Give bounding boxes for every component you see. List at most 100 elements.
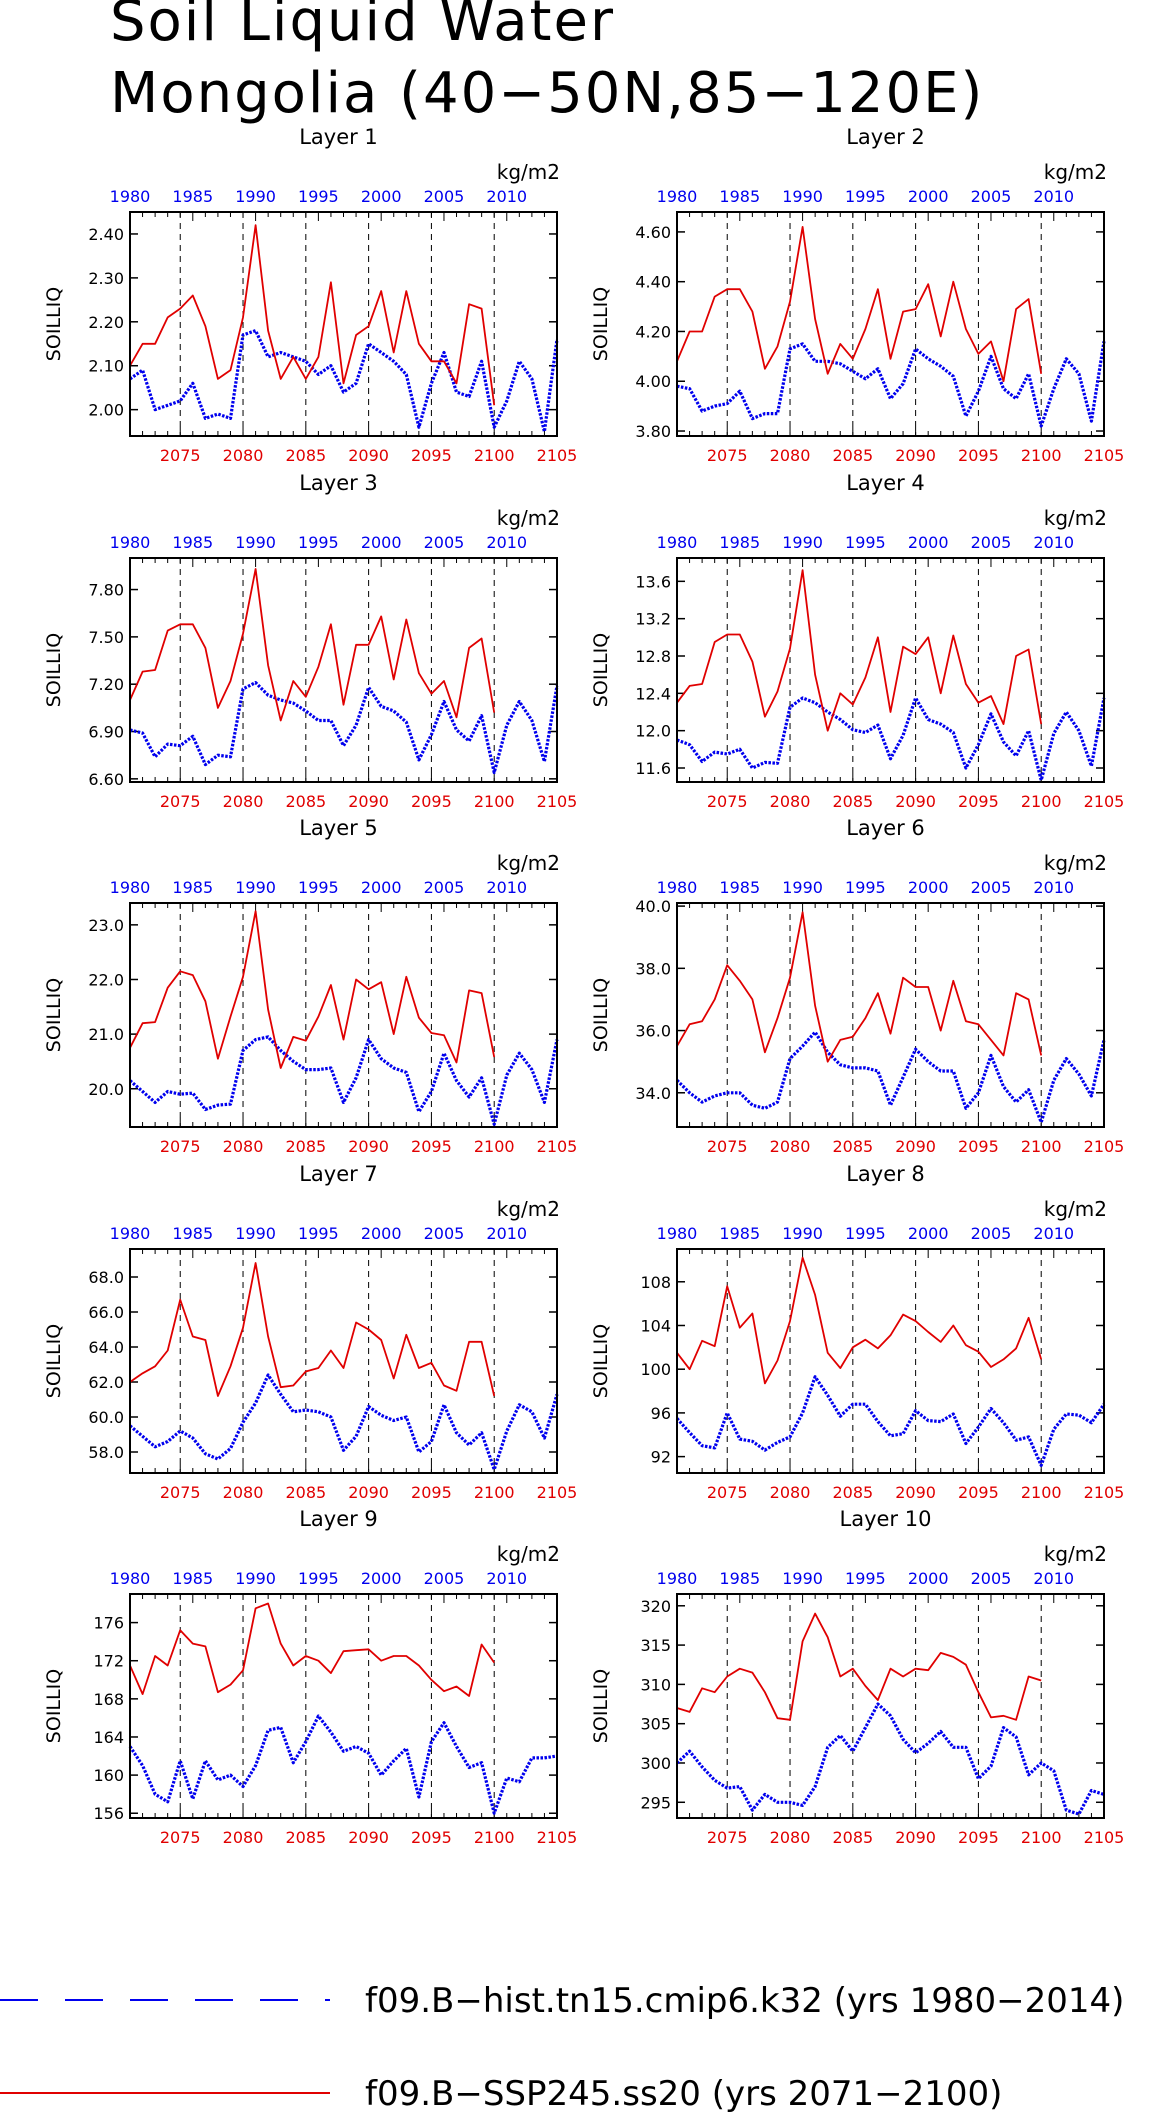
y-tick-label: 92 <box>651 1448 671 1467</box>
x-bottom-tick-label: 2085 <box>285 1483 326 1502</box>
x-top-tick-label: 1990 <box>235 187 276 206</box>
y-tick-label: 2.10 <box>88 357 124 376</box>
x-top-tick-label: 2000 <box>361 1569 402 1588</box>
chart-title-line1: Soil Liquid Water <box>110 0 615 54</box>
x-bottom-tick-label: 2085 <box>285 1828 326 1847</box>
legend-label-hist: f09.B−hist.tn15.cmip6.k32 (yrs 1980−2014… <box>365 1981 1124 2021</box>
series-line-future <box>129 1262 496 1397</box>
x-top-tick-label: 2000 <box>361 187 402 206</box>
y-axis-label: SOILLIQ <box>590 978 612 1052</box>
x-top-tick-label: 2005 <box>971 187 1012 206</box>
y-tick-label: 64.0 <box>88 1338 124 1357</box>
x-top-tick-label: 1985 <box>172 1569 213 1588</box>
x-bottom-tick-label: 2090 <box>348 1137 389 1156</box>
x-top-tick-label: 1985 <box>172 878 213 897</box>
units-label: kg/m2 <box>1044 1197 1107 1221</box>
panel-title: Layer 6 <box>846 816 925 840</box>
series-line-hist <box>675 1030 1106 1124</box>
x-top-tick-label: 2005 <box>971 1569 1012 1588</box>
plot-frame <box>676 1593 1105 1819</box>
x-top-tick-label: 1995 <box>298 533 339 552</box>
plot-frame <box>129 1593 558 1819</box>
x-top-tick-label: 2000 <box>908 1569 949 1588</box>
y-tick-label: 108 <box>640 1273 671 1292</box>
x-bottom-tick-label: 2075 <box>707 792 748 811</box>
series-line-hist <box>676 341 1106 428</box>
x-top-tick-label: 1990 <box>235 533 276 552</box>
x-top-tick-label: 1980 <box>110 1224 151 1243</box>
panel-title: Layer 3 <box>299 471 378 495</box>
x-top-tick-label: 2010 <box>486 878 527 897</box>
x-top-tick-label: 2005 <box>971 1224 1012 1243</box>
x-bottom-tick-label: 2080 <box>770 792 811 811</box>
panel-title: Layer 2 <box>846 125 925 149</box>
x-top-tick-label: 2005 <box>424 187 465 206</box>
y-tick-label: 7.50 <box>88 628 124 647</box>
x-bottom-tick-label: 2100 <box>474 1828 515 1847</box>
x-bottom-tick-label: 2100 <box>474 792 515 811</box>
panel-layer-9: Layer 9 kg/m2 SOILLIQ 156 160 164 168 172 176 207… <box>43 1507 577 1847</box>
y-tick-label: 40.0 <box>635 897 671 916</box>
x-bottom-tick-label: 2105 <box>537 1483 578 1502</box>
x-top-tick-label: 2005 <box>971 878 1012 897</box>
series-line-hist <box>676 696 1106 782</box>
x-bottom-tick-label: 2095 <box>958 1137 999 1156</box>
x-bottom-tick-label: 2095 <box>958 446 999 465</box>
x-top-tick-label: 2000 <box>908 187 949 206</box>
y-tick-label: 3.80 <box>635 422 671 441</box>
y-tick-label: 13.2 <box>635 610 671 629</box>
x-top-tick-label: 1985 <box>172 1224 213 1243</box>
x-bottom-tick-label: 2075 <box>160 1137 201 1156</box>
y-tick-label: 7.20 <box>88 675 124 694</box>
plot-frame <box>129 211 558 437</box>
plot-frame <box>676 1248 1105 1474</box>
x-bottom-tick-label: 2080 <box>223 1137 264 1156</box>
panel-title: Layer 9 <box>299 1507 378 1531</box>
x-bottom-tick-label: 2090 <box>895 792 936 811</box>
y-tick-label: 7.80 <box>88 581 124 600</box>
x-top-tick-label: 1985 <box>719 1224 760 1243</box>
x-top-tick-label: 2005 <box>424 1569 465 1588</box>
x-bottom-tick-label: 2080 <box>223 792 264 811</box>
x-top-tick-label: 1995 <box>845 1224 886 1243</box>
x-bottom-tick-label: 2105 <box>1084 446 1125 465</box>
x-bottom-tick-label: 2085 <box>832 1483 873 1502</box>
y-tick-label: 4.20 <box>635 322 671 341</box>
y-tick-label: 58.0 <box>88 1443 124 1462</box>
plot-frame <box>676 902 1105 1128</box>
plot-frame <box>676 211 1105 437</box>
x-top-tick-label: 2010 <box>1033 533 1074 552</box>
x-bottom-tick-label: 2095 <box>958 792 999 811</box>
panel-title: Layer 10 <box>840 1507 932 1531</box>
x-top-tick-label: 1995 <box>298 1224 339 1243</box>
x-bottom-tick-label: 2080 <box>770 1828 811 1847</box>
y-tick-label: 6.60 <box>88 770 124 789</box>
plot-frame <box>129 902 558 1128</box>
y-axis-label: SOILLIQ <box>590 1324 612 1398</box>
x-top-tick-label: 2000 <box>361 533 402 552</box>
x-bottom-tick-label: 2100 <box>1021 1483 1062 1502</box>
x-bottom-tick-label: 2090 <box>348 446 389 465</box>
panel-title: Layer 4 <box>846 471 925 495</box>
x-bottom-tick-label: 2080 <box>770 446 811 465</box>
y-tick-label: 34.0 <box>635 1084 671 1103</box>
x-top-tick-label: 1995 <box>298 187 339 206</box>
x-bottom-tick-label: 2105 <box>1084 1828 1125 1847</box>
legend: f09.B−hist.tn15.cmip6.k32 (yrs 1980−2014… <box>0 1981 1124 2114</box>
panel-layer-6: Layer 6 kg/m2 SOILLIQ 34.0 36.0 38.0 40.0 2075 2… <box>590 816 1124 1156</box>
x-top-tick-label: 1985 <box>719 1569 760 1588</box>
x-bottom-tick-label: 2095 <box>958 1483 999 1502</box>
x-bottom-tick-label: 2080 <box>770 1483 811 1502</box>
y-axis-label: SOILLIQ <box>590 287 612 361</box>
x-top-tick-label: 1995 <box>298 1569 339 1588</box>
y-axis-label: SOILLIQ <box>590 633 612 707</box>
x-top-tick-label: 2010 <box>486 1569 527 1588</box>
x-bottom-tick-label: 2075 <box>160 792 201 811</box>
x-top-tick-label: 1985 <box>719 187 760 206</box>
x-top-tick-label: 2000 <box>361 1224 402 1243</box>
y-tick-label: 22.0 <box>88 970 124 989</box>
units-label: kg/m2 <box>497 1197 560 1221</box>
x-top-tick-label: 1980 <box>657 1569 698 1588</box>
y-tick-label: 66.0 <box>88 1303 124 1322</box>
y-tick-label: 315 <box>640 1636 671 1655</box>
